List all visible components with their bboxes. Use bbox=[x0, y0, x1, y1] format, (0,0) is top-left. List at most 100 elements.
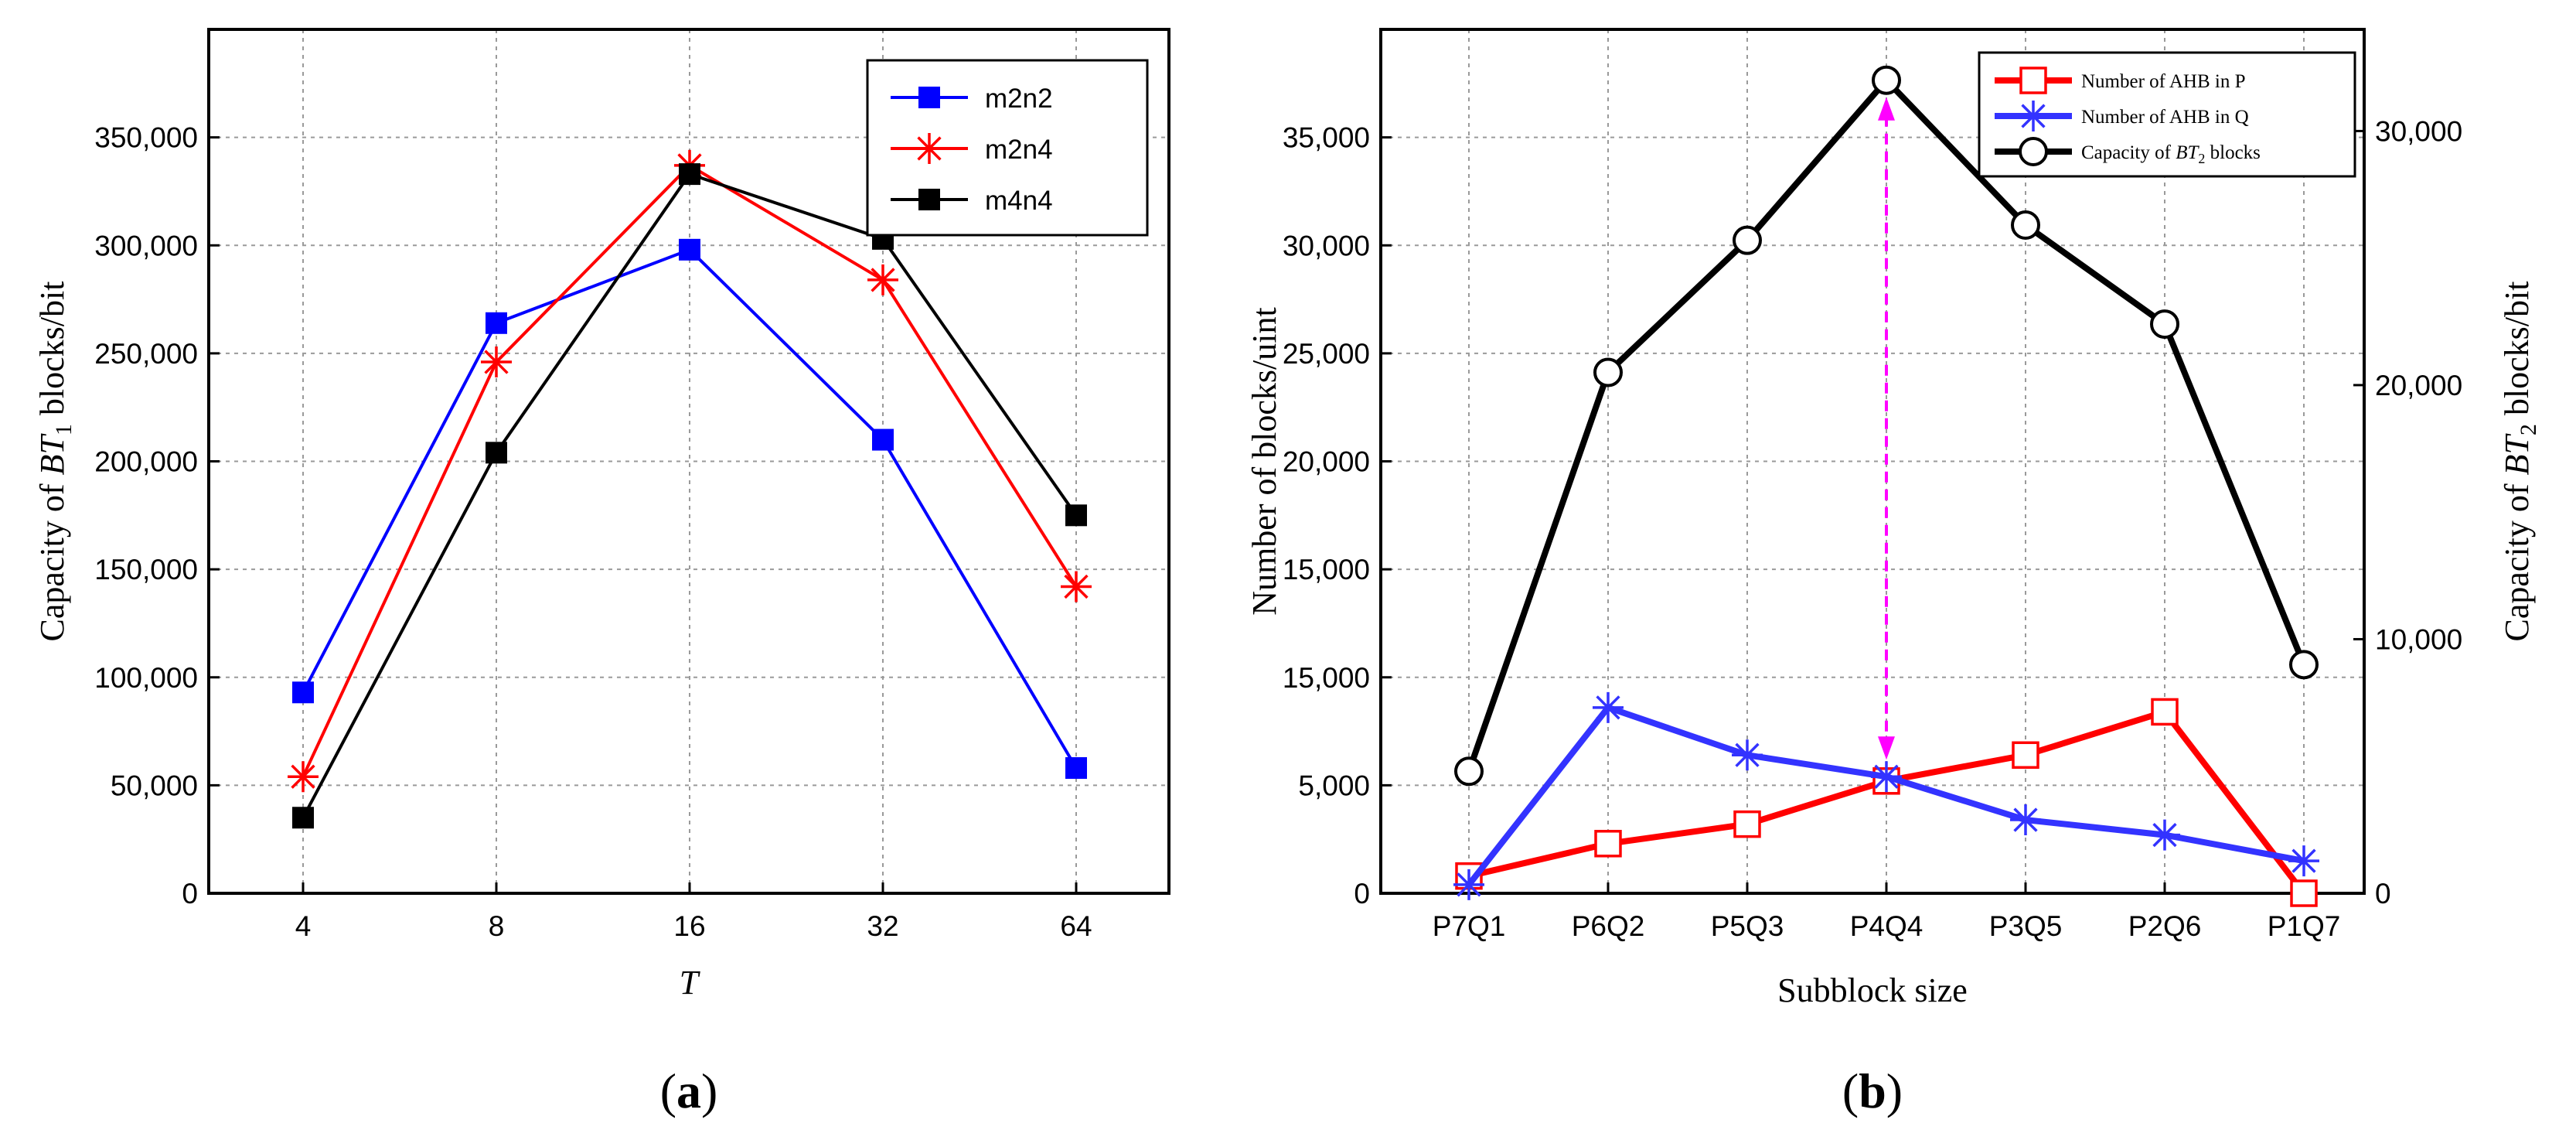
y-tick-label: 15,000 bbox=[1283, 662, 1370, 694]
annotation-arrowhead-up bbox=[1878, 97, 1895, 121]
legend-marker bbox=[2019, 137, 2048, 166]
legend-label: Capacity of BT2 blocks bbox=[2081, 142, 2261, 166]
y-tick-label: 0 bbox=[1354, 878, 1370, 910]
legend-label: m2n2 bbox=[985, 84, 1053, 114]
x-axis-title: T bbox=[680, 964, 701, 1002]
y-tick-label: 200,000 bbox=[94, 446, 198, 478]
panel-label-paren: ( bbox=[660, 1063, 676, 1118]
y-tick-label: 0 bbox=[182, 878, 198, 910]
data-point-marker bbox=[292, 807, 314, 829]
data-point-marker bbox=[486, 442, 507, 464]
annotation-arrowhead-down bbox=[1878, 736, 1895, 760]
legend-marker bbox=[918, 189, 940, 210]
x-tick-label: 16 bbox=[673, 910, 705, 942]
legend-marker bbox=[2019, 67, 2047, 94]
legend: m2n2 m2n4 m4n4 bbox=[866, 59, 1149, 237]
legend: Number of AHB in P Number of AHB in Q Capa… bbox=[1978, 51, 2356, 178]
data-point-marker bbox=[867, 264, 898, 295]
data-point-marker bbox=[2010, 804, 2041, 836]
y-tick-label: 50,000 bbox=[111, 770, 198, 801]
x-tick-label: P6Q2 bbox=[1572, 910, 1645, 942]
y-tick-label: 350,000 bbox=[94, 122, 198, 154]
data-point-marker bbox=[1871, 761, 1902, 793]
y-right-tick-label: 30,000 bbox=[2375, 115, 2462, 147]
legend-label-subscript: 2 bbox=[2198, 151, 2205, 166]
y-tick-label: 150,000 bbox=[94, 554, 198, 585]
panel-label-paren: ) bbox=[701, 1063, 717, 1118]
y-tick-label: 20,000 bbox=[1283, 446, 1370, 478]
x-tick-label: 4 bbox=[295, 910, 312, 942]
legend-label-part: Capacity of bbox=[2081, 142, 2176, 163]
data-point-marker bbox=[486, 312, 507, 334]
series-m2n2 bbox=[292, 238, 1087, 780]
legend-marker bbox=[918, 87, 940, 108]
x-tick-label: P1Q7 bbox=[2268, 910, 2341, 942]
y-axis-title-part: Capacity of bbox=[33, 475, 71, 641]
data-point-marker bbox=[2012, 741, 2039, 770]
y-right-axis-title-part: Capacity of bbox=[2498, 475, 2536, 641]
data-point-marker bbox=[1065, 757, 1087, 780]
y-axis-title: Number of blocks/uint bbox=[1245, 307, 1283, 615]
data-point-marker bbox=[1733, 225, 1762, 255]
legend-label-part: blocks bbox=[2205, 142, 2261, 163]
data-point-marker bbox=[1593, 691, 1624, 723]
data-point-marker bbox=[679, 238, 700, 261]
y-tick-label: 5,000 bbox=[1298, 770, 1370, 801]
x-axis-title: Subblock size bbox=[1777, 971, 1968, 1009]
y-right-tick-label: 20,000 bbox=[2375, 370, 2462, 401]
y-axis-title-part: blocks/bit bbox=[33, 282, 71, 425]
data-point-marker bbox=[1061, 571, 1092, 602]
panel-label-paren: ) bbox=[1886, 1063, 1903, 1118]
x-tick-label: P5Q3 bbox=[1711, 910, 1784, 942]
series-m4n4 bbox=[292, 163, 1087, 829]
data-point-marker bbox=[1454, 756, 1484, 787]
data-point-marker bbox=[872, 428, 894, 451]
series-number-of-ahb-in-q bbox=[1453, 691, 2319, 900]
data-point-marker bbox=[1872, 65, 1901, 95]
data-point-marker bbox=[2151, 698, 2179, 726]
y-tick-label: 35,000 bbox=[1283, 122, 1370, 154]
y-right-axis-title-part: blocks/bit bbox=[2498, 282, 2536, 425]
panel-label-paren: ( bbox=[1842, 1063, 1859, 1118]
panel-label-letter: a bbox=[676, 1063, 701, 1118]
x-tick-label: P7Q1 bbox=[1433, 910, 1506, 942]
x-tick-label: P3Q5 bbox=[1989, 910, 2063, 942]
x-tick-label: P2Q6 bbox=[2128, 910, 2202, 942]
data-point-marker bbox=[1732, 739, 1763, 771]
series-capacity-of-bt2-blocks bbox=[1454, 65, 2319, 787]
chart-panel-b: P7Q1 P6Q2 P5Q3 P4Q4 P3Q5 P2Q6 P1Q7 0 5,000 15,000… bbox=[1245, 28, 2541, 1118]
data-point-marker bbox=[2288, 845, 2319, 877]
x-tick-label: 8 bbox=[489, 910, 505, 942]
data-point-marker bbox=[2149, 819, 2180, 851]
y-right-axis-title-part: BT bbox=[2498, 433, 2536, 476]
y-right-tick-label: 0 bbox=[2375, 878, 2391, 910]
panel-label-letter: b bbox=[1859, 1063, 1886, 1118]
y-tick-label: 250,000 bbox=[94, 338, 198, 370]
data-point-marker bbox=[2289, 650, 2319, 680]
y-axis-title-subscript: 1 bbox=[51, 424, 77, 435]
data-point-marker bbox=[292, 681, 314, 704]
legend-marker bbox=[914, 133, 945, 164]
x-tick-label: 32 bbox=[867, 910, 898, 942]
y-axis-title-part: BT bbox=[33, 433, 71, 476]
y-tick-label: 300,000 bbox=[94, 230, 198, 261]
data-point-marker bbox=[1594, 830, 1622, 858]
legend-label: Number of AHB in P bbox=[2081, 71, 2246, 92]
data-point-marker bbox=[1453, 869, 1484, 900]
y-axis-title: Capacity of BT1 blocks/bit bbox=[33, 282, 77, 642]
chart-panel-a: 4 8 16 32 64 0 50,000 100,000 150,000 200,000 250,… bbox=[33, 28, 1170, 1118]
x-tick-label: 64 bbox=[1060, 910, 1092, 942]
data-point-marker bbox=[288, 761, 319, 793]
y-tick-label: 100,000 bbox=[94, 662, 198, 694]
data-point-marker bbox=[1065, 504, 1087, 527]
legend-label: Number of AHB in Q bbox=[2081, 107, 2249, 128]
y-right-axis-title: Capacity of BT2 blocks/bit bbox=[2498, 282, 2541, 642]
data-point-marker bbox=[2290, 879, 2318, 907]
data-point-marker bbox=[2150, 309, 2179, 340]
data-point-marker bbox=[1733, 810, 1761, 838]
y-right-tick-label: 10,000 bbox=[2375, 623, 2462, 655]
data-point-marker bbox=[481, 346, 512, 378]
panel-label: (b) bbox=[1842, 1063, 1903, 1118]
data-point-marker bbox=[2011, 210, 2040, 240]
